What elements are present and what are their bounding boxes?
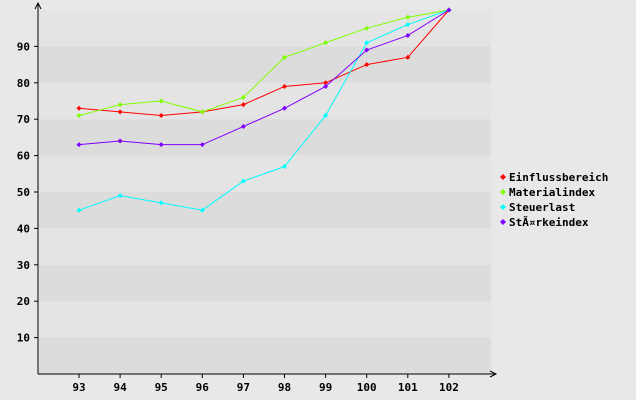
data-point xyxy=(282,105,287,111)
grid-band xyxy=(39,82,491,120)
y-tick-label: 10 xyxy=(17,332,30,345)
data-point xyxy=(158,200,164,206)
x-tick-label: 98 xyxy=(278,381,291,394)
data-point xyxy=(117,109,123,115)
grid-band xyxy=(39,337,491,374)
x-tick-label: 99 xyxy=(319,381,332,394)
legend-marker xyxy=(500,204,506,210)
grid-band xyxy=(39,301,491,338)
grid-band xyxy=(39,192,491,229)
x-tick-label: 102 xyxy=(439,381,459,394)
data-point xyxy=(117,193,123,199)
grid-band xyxy=(39,228,491,265)
y-axis-arrow xyxy=(34,1,42,10)
data-point xyxy=(76,105,82,111)
series-group xyxy=(76,7,452,213)
x-tick-label: 93 xyxy=(72,381,85,394)
grid-band xyxy=(39,264,491,302)
series-line xyxy=(78,9,450,146)
x-tick-label: 100 xyxy=(357,381,377,394)
x-tick-label: 96 xyxy=(196,381,210,394)
legend-marker xyxy=(500,189,506,195)
x-axis-arrow xyxy=(489,370,498,378)
data-point xyxy=(364,25,370,31)
data-point xyxy=(240,178,246,184)
grid-band xyxy=(39,10,491,47)
data-point xyxy=(405,14,411,20)
grid-band xyxy=(39,119,491,156)
data-point xyxy=(282,54,287,60)
x-tick-label: 95 xyxy=(155,381,168,394)
y-tick-label: 30 xyxy=(17,259,30,272)
grid-bands xyxy=(39,10,491,374)
data-point xyxy=(364,40,370,46)
x-tick-label: 94 xyxy=(113,381,127,394)
data-point xyxy=(199,207,205,213)
data-point xyxy=(405,54,411,60)
data-point xyxy=(240,123,246,129)
data-point xyxy=(323,113,329,119)
data-point xyxy=(364,62,370,68)
legend-marker xyxy=(500,219,506,225)
legend-label: StÃ¤rkeindex xyxy=(509,216,589,229)
data-point xyxy=(446,7,452,13)
y-tick-label: 50 xyxy=(17,186,30,199)
legend-label: Einflussbereich xyxy=(509,171,608,184)
series-line xyxy=(78,9,449,117)
data-point xyxy=(323,83,329,89)
y-tick-label: 40 xyxy=(17,222,30,235)
y-tick-label: 60 xyxy=(17,150,30,163)
data-point xyxy=(405,32,411,38)
data-point xyxy=(117,138,123,144)
data-point xyxy=(199,109,205,115)
data-point xyxy=(158,113,164,119)
y-tick-label: 20 xyxy=(17,295,30,308)
data-point xyxy=(364,47,370,53)
data-point xyxy=(199,142,205,148)
axes xyxy=(34,1,498,378)
data-point xyxy=(240,102,246,108)
x-tick-label: 101 xyxy=(398,381,418,394)
y-tick-label: 90 xyxy=(17,40,30,53)
data-point xyxy=(76,113,82,119)
data-point xyxy=(323,40,329,46)
data-point xyxy=(323,80,329,86)
data-point xyxy=(117,102,123,108)
data-point xyxy=(76,142,82,148)
data-point xyxy=(240,94,246,100)
legend-label: Materialindex xyxy=(509,186,595,199)
legend: Einflussbereich Materialindex Steuerlast St… xyxy=(500,171,608,229)
series-line xyxy=(78,9,450,117)
legend-marker xyxy=(500,174,506,180)
data-point xyxy=(158,142,164,148)
data-point xyxy=(76,207,82,213)
y-tick-label: 70 xyxy=(17,113,30,126)
x-tick-label: 97 xyxy=(237,381,250,394)
data-point xyxy=(405,22,411,28)
data-point xyxy=(282,83,287,89)
grid-band xyxy=(39,46,491,83)
series-line xyxy=(78,9,450,211)
data-point xyxy=(282,164,287,170)
y-tick-label: 80 xyxy=(17,77,30,90)
data-point xyxy=(158,98,164,104)
legend-label: Steuerlast xyxy=(509,201,575,214)
tick-labels: 10 20 30 40 50 60 70 80 90 93 94 95 96 97 98 99 100 101 10… xyxy=(17,40,459,394)
